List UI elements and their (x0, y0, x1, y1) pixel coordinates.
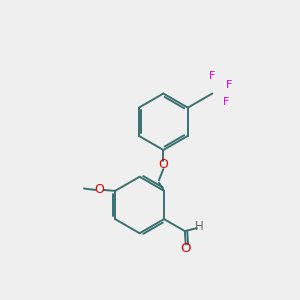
Text: F: F (209, 71, 215, 81)
Text: O: O (94, 184, 104, 196)
Text: H: H (195, 220, 204, 233)
Text: O: O (181, 242, 191, 255)
Text: O: O (158, 158, 168, 171)
Text: F: F (225, 80, 232, 90)
Text: F: F (224, 98, 230, 107)
